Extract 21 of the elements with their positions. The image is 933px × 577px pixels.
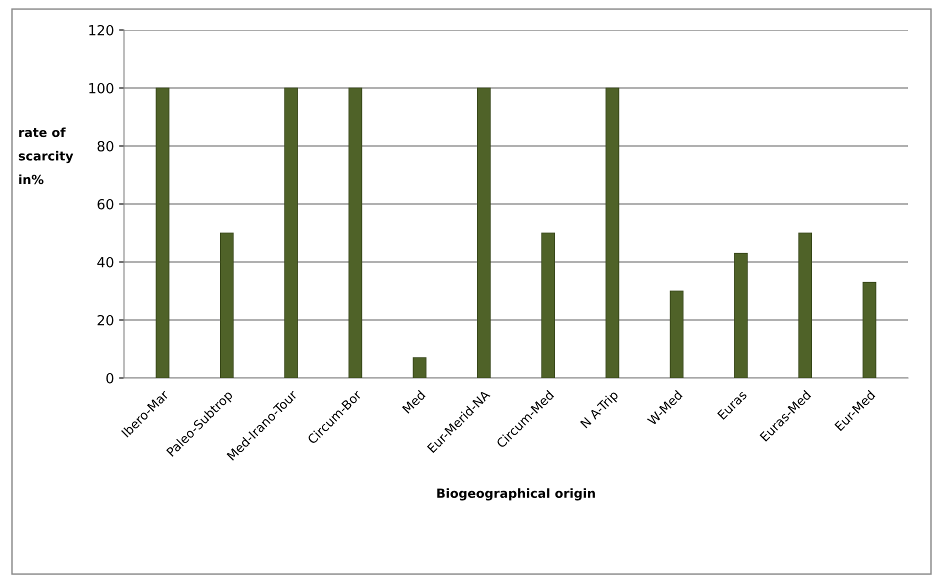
- bar: [862, 282, 876, 378]
- y-axis-title: rate of scarcity in%: [18, 127, 74, 184]
- bar: [412, 357, 426, 378]
- bar: [156, 88, 170, 378]
- bar: [734, 252, 748, 378]
- bar: [606, 88, 620, 378]
- bar: [477, 88, 491, 378]
- y-tick-label: 40: [97, 256, 114, 268]
- bar: [541, 232, 555, 378]
- bar: [348, 88, 362, 378]
- bar: [798, 232, 812, 378]
- y-tick-label: 20: [98, 314, 114, 326]
- y-tick-label: 0: [106, 372, 114, 384]
- y-tick-label: 60: [98, 198, 114, 210]
- bar: [670, 290, 684, 378]
- y-tick-label: 80: [98, 140, 114, 152]
- bar: [284, 88, 298, 378]
- x-axis-title: Biogeographical origin: [437, 488, 595, 500]
- y-tick-label: 100: [89, 82, 114, 94]
- bar: [220, 232, 234, 378]
- y-tick-label: 120: [89, 24, 114, 36]
